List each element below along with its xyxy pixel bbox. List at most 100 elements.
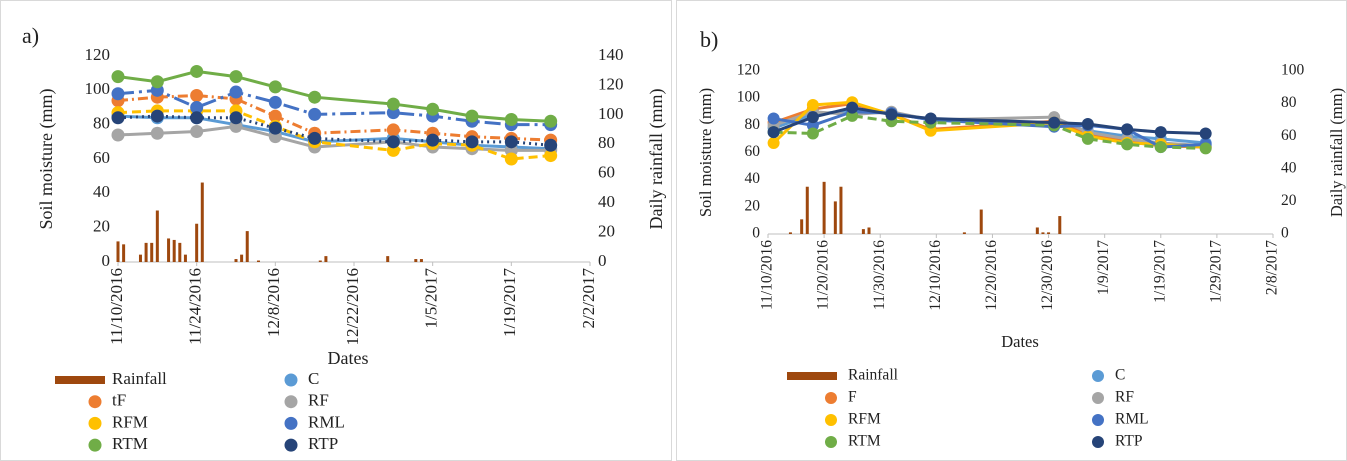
- rain-bar: [962, 232, 966, 234]
- legend-label: tF: [112, 391, 126, 410]
- legend-label: RFM: [848, 411, 881, 428]
- rain-bar: [1047, 232, 1051, 234]
- rain-bar: [200, 182, 204, 262]
- y2-axis-title: Daily rainfall (mm): [1327, 88, 1346, 217]
- y2-tick-label: 140: [598, 45, 624, 64]
- legend-marker: [1092, 392, 1104, 404]
- rain-bar: [1035, 227, 1039, 234]
- x-tick-label: 11/30/2016: [871, 240, 888, 310]
- series-marker: [924, 112, 937, 125]
- legend-label: F: [848, 389, 857, 406]
- legend-swatch: [55, 376, 105, 384]
- series-marker: [426, 133, 440, 147]
- y-axis-title: Soil moisture (mm): [36, 89, 57, 230]
- y-tick-label: 20: [93, 217, 110, 236]
- series-marker: [846, 101, 859, 114]
- series-marker: [386, 97, 400, 111]
- panel-b-frame: [676, 0, 1347, 461]
- series-marker: [308, 90, 322, 104]
- rain-bar: [833, 201, 837, 234]
- series-marker: [544, 149, 558, 163]
- y-tick-label: 0: [752, 225, 760, 242]
- series-marker: [1154, 141, 1167, 154]
- series-marker: [1199, 142, 1212, 155]
- series-marker: [190, 88, 204, 102]
- rain-bar: [150, 242, 154, 262]
- series-marker: [767, 126, 780, 139]
- y-tick-label: 60: [745, 143, 761, 160]
- series-marker: [229, 70, 243, 84]
- series-marker: [268, 95, 282, 109]
- legend-label: RTM: [112, 434, 148, 453]
- legend-marker: [825, 414, 837, 426]
- y-tick-label: 80: [745, 116, 761, 133]
- series-marker: [111, 111, 125, 125]
- legend-marker: [284, 416, 298, 430]
- y2-tick-label: 100: [1281, 62, 1305, 79]
- y2-tick-label: 20: [598, 221, 615, 240]
- series-marker: [268, 80, 282, 94]
- series-marker: [767, 112, 780, 125]
- x-tick-label: 12/30/2016: [1039, 240, 1056, 311]
- series-marker: [1081, 117, 1094, 130]
- series-marker: [544, 138, 558, 152]
- rain-bar: [138, 254, 142, 262]
- rain-bar: [867, 227, 871, 234]
- x-tick-label: 12/10/2016: [927, 240, 944, 311]
- series-marker: [1154, 126, 1167, 139]
- legend-marker: [1092, 436, 1104, 448]
- rain-bar: [172, 239, 176, 262]
- rain-bar: [839, 186, 843, 234]
- series-marker: [150, 126, 164, 140]
- legend-label: RF: [1115, 389, 1134, 406]
- rain-bar: [318, 260, 322, 262]
- y-tick-label: 100: [737, 89, 761, 106]
- rain-bar: [979, 209, 983, 234]
- y2-tick-label: 120: [598, 74, 624, 93]
- x-tick-label: 11/24/2016: [186, 268, 205, 345]
- rain-bar: [234, 259, 238, 262]
- series-marker: [544, 114, 558, 128]
- y2-tick-label: 40: [1281, 159, 1297, 176]
- y-tick-label: 120: [85, 45, 111, 64]
- y-tick-label: 20: [745, 197, 761, 214]
- series-marker: [767, 136, 780, 149]
- y2-tick-label: 80: [598, 133, 615, 152]
- series-marker: [150, 109, 164, 123]
- x-tick-label: 1/29/2017: [1207, 240, 1224, 303]
- legend-marker: [88, 438, 102, 452]
- rain-bar: [1041, 232, 1045, 234]
- y2-tick-label: 60: [598, 163, 615, 182]
- y2-tick-label: 0: [598, 251, 607, 270]
- legend-label: RML: [308, 412, 345, 431]
- series-marker: [504, 152, 518, 166]
- x-tick-label: 12/8/2016: [264, 268, 283, 337]
- legend-label: RTM: [848, 433, 881, 450]
- legend-marker: [88, 395, 102, 409]
- series-marker: [229, 85, 243, 99]
- series-line: [773, 110, 1206, 149]
- series-marker: [229, 111, 243, 125]
- series-marker: [465, 135, 479, 149]
- x-tick-label: 12/20/2016: [983, 240, 1000, 311]
- series-marker: [386, 135, 400, 149]
- legend-marker: [825, 392, 837, 404]
- legend-label: RTP: [1115, 433, 1143, 450]
- rain-bar: [822, 181, 826, 234]
- x-tick-label: 11/10/2016: [107, 268, 126, 345]
- rain-bar: [800, 219, 804, 234]
- rain-bar: [861, 229, 865, 234]
- series-marker: [426, 102, 440, 116]
- series-line: [773, 106, 1206, 135]
- rain-bar: [419, 259, 423, 262]
- rain-bar: [386, 256, 390, 262]
- legend-label: RML: [1115, 411, 1149, 428]
- series-marker: [885, 108, 898, 121]
- series-marker: [111, 87, 125, 101]
- x-axis-title: Dates: [328, 348, 369, 368]
- x-tick-label: 2/8/2017: [1264, 240, 1281, 295]
- series-line: [773, 114, 1206, 150]
- y2-tick-label: 60: [1281, 127, 1297, 144]
- series-marker: [1081, 132, 1094, 145]
